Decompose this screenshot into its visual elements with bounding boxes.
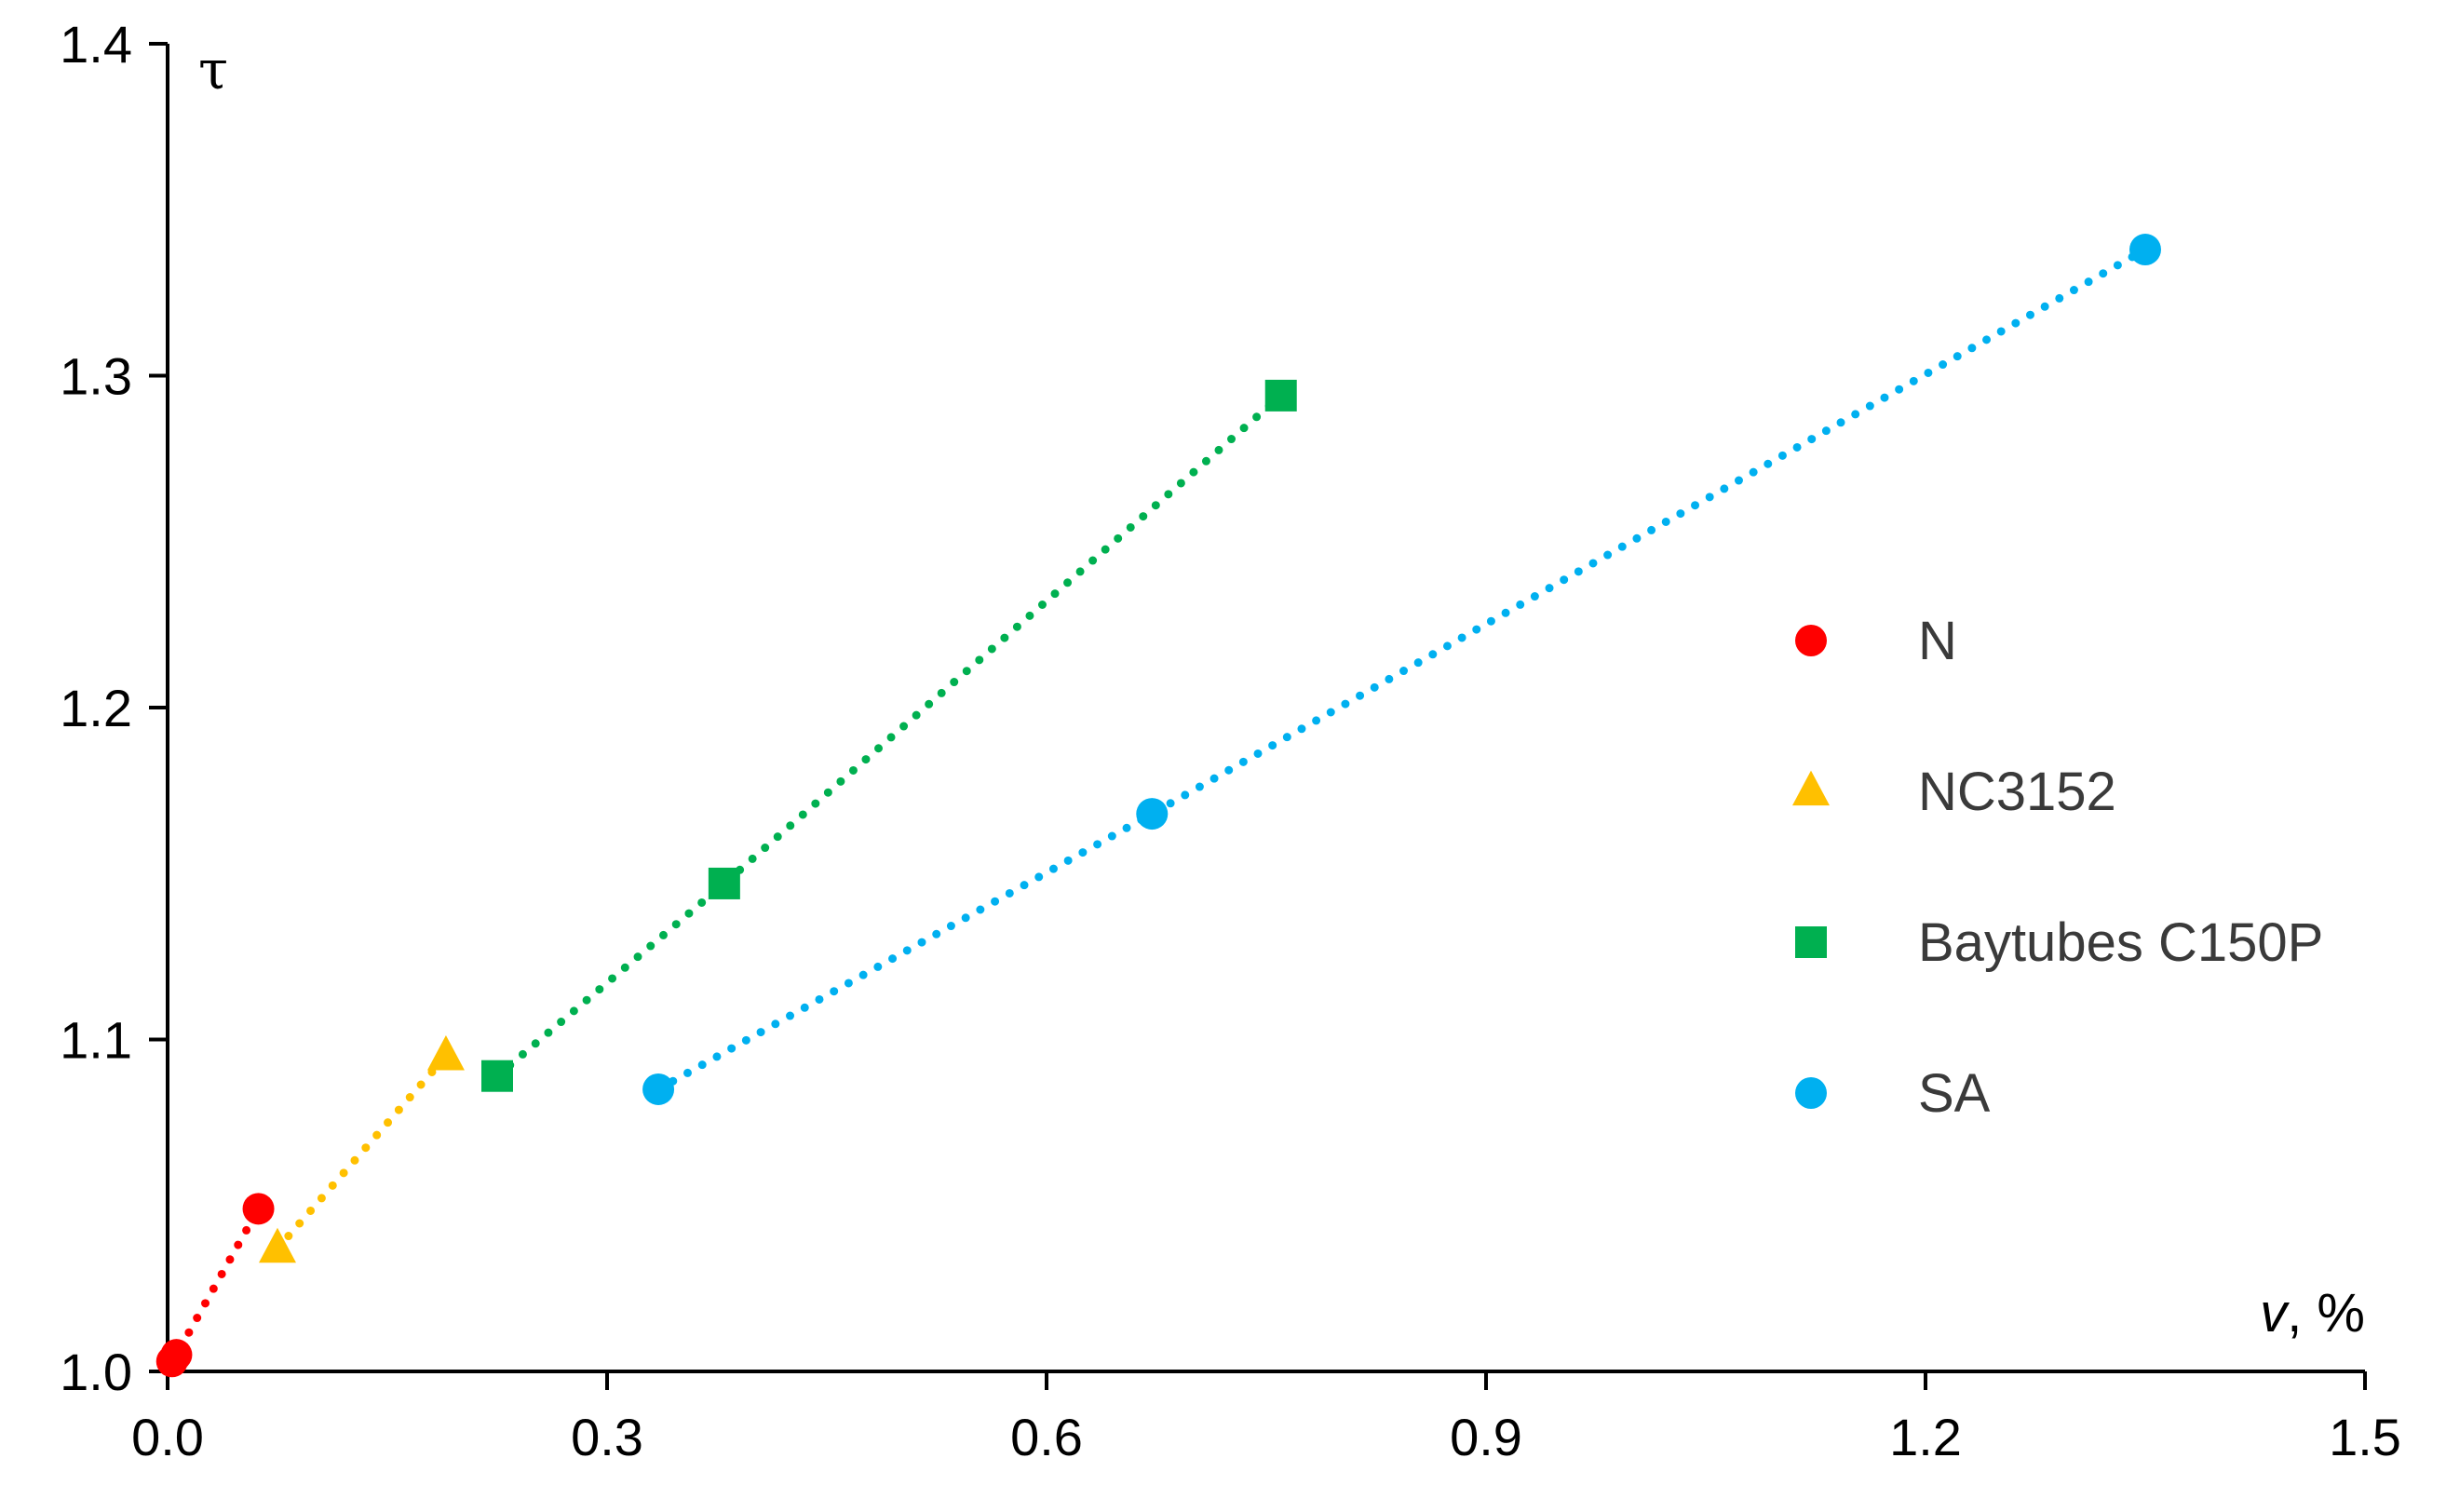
series-nc3152 (259, 1035, 465, 1263)
x-tick-label: 1.2 (1889, 1408, 1962, 1466)
x-tick-label: 0.3 (571, 1408, 643, 1466)
trend-line-nc3152 (273, 1051, 451, 1253)
x-tick-label: 1.5 (2329, 1408, 2401, 1466)
y-tick-label: 1.0 (60, 1343, 132, 1401)
legend-label-nc3152: NC3152 (1918, 762, 2116, 822)
legend-label-baytubes-c150p: Baytubes C150P (1918, 912, 2323, 973)
series-baytubes-c150p (481, 379, 1297, 1092)
series-sa (642, 234, 2161, 1105)
y-tick-label: 1.3 (60, 347, 132, 406)
legend-label-n: N (1918, 611, 1957, 671)
y-tick-label: 1.4 (60, 15, 132, 74)
data-point-nc3152 (426, 1035, 465, 1071)
data-point-nc3152 (259, 1227, 296, 1263)
legend-marker-n (1795, 625, 1827, 656)
data-point-sa (2129, 234, 2161, 266)
series-n (155, 1193, 275, 1378)
y-tick-label: 1.2 (60, 679, 132, 737)
x-tick-label: 0.0 (131, 1408, 204, 1466)
legend-label-sa: SA (1918, 1063, 1991, 1124)
legend: N NC3152 Baytubes C150P SA (1792, 611, 2323, 1124)
data-point-sa (642, 1073, 675, 1105)
data-point-n (160, 1339, 193, 1371)
data-point-sa (1136, 798, 1169, 830)
x-axis-label-var: v (2260, 1283, 2290, 1343)
x-axis-label-unit: , % (2287, 1283, 2365, 1343)
series-layer (155, 234, 2161, 1378)
data-point-baytubes-c150p (1264, 379, 1297, 412)
y-axis-label: τ (198, 38, 228, 101)
x-axis-label: v, % (2260, 1283, 2365, 1343)
legend-marker-nc3152 (1792, 770, 1830, 806)
trend-line-sa (654, 245, 2150, 1094)
trend-line-baytubes-c150p (493, 391, 1286, 1081)
y-tick-label: 1.1 (60, 1011, 132, 1070)
trend-line-n (168, 1204, 264, 1366)
data-point-n (242, 1193, 275, 1225)
x-tick-label: 0.6 (1010, 1408, 1083, 1466)
data-point-baytubes-c150p (708, 867, 740, 899)
legend-marker-sa (1795, 1077, 1827, 1109)
x-tick-label: 0.9 (1450, 1408, 1522, 1466)
legend-marker-baytubes-c150p (1795, 926, 1827, 958)
axes: 1.0 1.1 1.2 1.3 1.4 0.0 0.3 0.6 0.9 1.2 1.5 (60, 15, 2401, 1466)
data-point-baytubes-c150p (481, 1060, 513, 1092)
